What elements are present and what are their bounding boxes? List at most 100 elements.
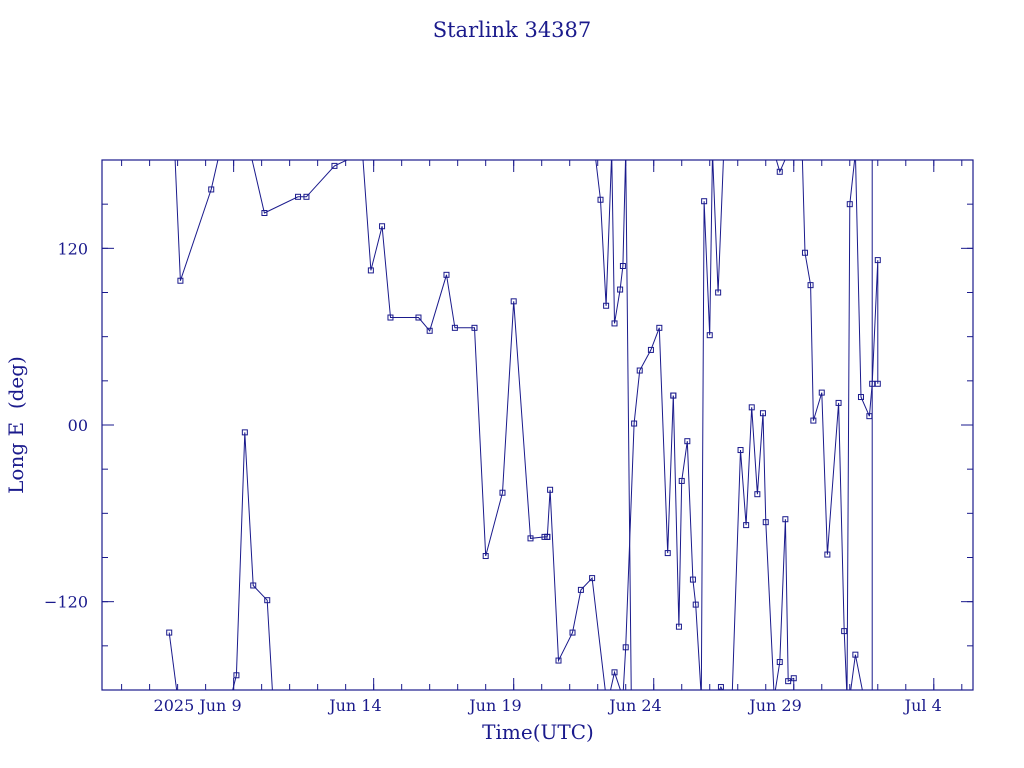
series-line <box>775 160 879 690</box>
plot-frame <box>101 159 974 691</box>
series-segment <box>775 160 881 690</box>
axis-ticks <box>102 159 973 691</box>
data-point <box>577 586 584 593</box>
x-tick-label: Jun 19 <box>467 696 521 715</box>
data-point <box>177 277 184 284</box>
data-point <box>785 678 792 685</box>
data-point <box>717 684 724 690</box>
data-point <box>589 575 596 582</box>
chart-title: Starlink 34387 <box>433 18 592 42</box>
data-point <box>670 392 677 399</box>
data-point <box>597 196 604 203</box>
data-point <box>622 644 629 651</box>
data-point <box>759 410 766 417</box>
data-point <box>367 267 374 274</box>
data-point <box>678 477 685 484</box>
data-point <box>241 429 248 436</box>
data-point <box>818 389 825 396</box>
series-segment <box>232 429 273 690</box>
data-point <box>261 210 268 216</box>
tick-labels: 2025 Jun 9 Jun 14 Jun 19 Jun 24 Jun 29 Jul 4 1… <box>44 239 942 715</box>
series-line <box>595 160 632 690</box>
series-segment <box>595 160 632 690</box>
data-point <box>631 420 638 427</box>
x-tick-label: Jul 4 <box>903 696 942 715</box>
data-point <box>569 629 576 636</box>
data-point <box>636 367 643 374</box>
data-point <box>841 628 848 635</box>
series-line <box>168 632 178 690</box>
data-point <box>527 535 534 542</box>
data-point <box>824 551 831 558</box>
y-axis-label: Long E (deg) <box>4 356 28 494</box>
data-point <box>692 601 699 608</box>
x-axis-label: Time(UTC) <box>482 720 594 744</box>
data-point <box>762 519 769 526</box>
series-line <box>718 407 795 690</box>
data-point <box>689 576 696 583</box>
series-line <box>232 432 273 690</box>
series-segment <box>670 160 724 690</box>
x-tick-label: Jun 14 <box>327 696 381 715</box>
data-point <box>782 516 789 523</box>
series-line <box>610 327 674 690</box>
data-point <box>250 582 257 589</box>
series-line <box>546 489 606 690</box>
data-point <box>331 162 338 169</box>
data-point <box>471 324 478 331</box>
data-point <box>387 314 394 321</box>
data-point <box>611 669 618 676</box>
data-point <box>499 489 506 496</box>
data-point <box>233 672 240 679</box>
series-layer <box>166 160 881 690</box>
data-point <box>701 198 708 205</box>
data-point <box>664 550 671 557</box>
data-point <box>426 327 433 334</box>
x-tick-label: Jun 24 <box>607 696 661 715</box>
data-point <box>656 324 663 331</box>
y-tick-label: 120 <box>57 239 88 258</box>
data-point <box>555 657 562 664</box>
data-point <box>874 257 881 264</box>
data-point <box>415 314 422 321</box>
series-line <box>850 654 863 690</box>
data-point <box>790 675 797 682</box>
data-point <box>295 193 302 200</box>
data-point <box>617 286 624 293</box>
x-tick-label: 2025 Jun 9 <box>154 696 242 715</box>
data-point <box>619 263 626 269</box>
data-point <box>776 659 783 666</box>
data-point <box>737 447 744 454</box>
data-point <box>754 491 761 498</box>
data-point <box>776 168 783 175</box>
data-point <box>684 438 691 445</box>
data-point <box>208 186 215 193</box>
data-point <box>603 302 610 309</box>
data-point <box>715 289 722 296</box>
data-point <box>801 249 808 256</box>
data-point <box>846 201 853 208</box>
data-point <box>379 223 386 230</box>
data-point <box>443 271 450 278</box>
series-segment <box>717 404 797 690</box>
plot-border <box>101 159 974 691</box>
y-tick-label: 00 <box>68 416 88 435</box>
data-point <box>166 629 173 636</box>
series-segment <box>166 629 178 690</box>
series-line <box>174 160 548 557</box>
data-point <box>807 282 814 289</box>
data-point <box>544 533 551 540</box>
data-point <box>748 404 755 411</box>
data-point <box>874 380 881 387</box>
data-point <box>482 553 489 560</box>
data-point <box>706 332 713 339</box>
data-point <box>675 623 682 630</box>
data-point <box>510 298 517 305</box>
series-segment <box>174 160 551 560</box>
series-line <box>672 160 724 690</box>
series-segment <box>544 486 606 690</box>
series-segment <box>610 324 677 690</box>
data-point <box>852 651 859 658</box>
data-point <box>810 417 817 424</box>
